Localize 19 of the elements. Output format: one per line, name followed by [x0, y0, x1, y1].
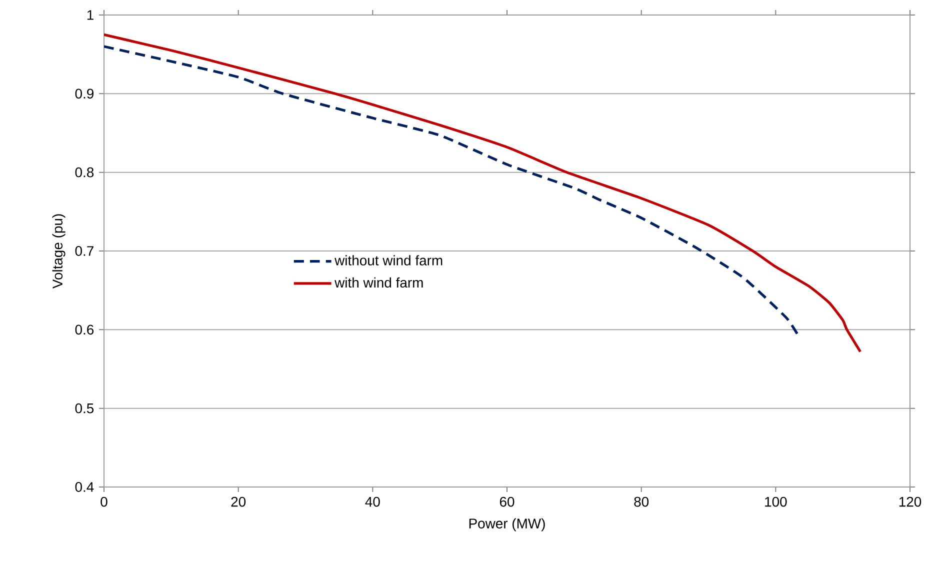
x-tick-label: 40: [365, 496, 380, 507]
x-tick-label: 80: [634, 496, 649, 507]
y-tick-label: 0.9: [75, 88, 94, 99]
y-tick-label: 0.7: [75, 246, 94, 256]
line-series: [104, 33, 862, 353]
x-tick-label: 60: [500, 496, 514, 507]
y-tick-label: 0.6: [75, 324, 94, 335]
legend-label: with wind farm: [334, 277, 423, 288]
x-tick-label: 120: [899, 496, 922, 507]
y-tick-label: 0.5: [75, 403, 94, 414]
y-tick-label: 0.8: [75, 167, 94, 178]
y-tick-label: 1: [87, 10, 94, 20]
y-tick-label: 0.4: [75, 482, 94, 492]
x-tick-label: 100: [765, 496, 787, 507]
x-tick-label: 20: [231, 496, 246, 507]
legend-label: without wind farm: [334, 255, 442, 266]
x-axis-title: Power (MW): [469, 518, 545, 532]
x-tick-label: 0: [100, 496, 108, 507]
y-axis-title: Voltage (pu): [52, 214, 66, 289]
